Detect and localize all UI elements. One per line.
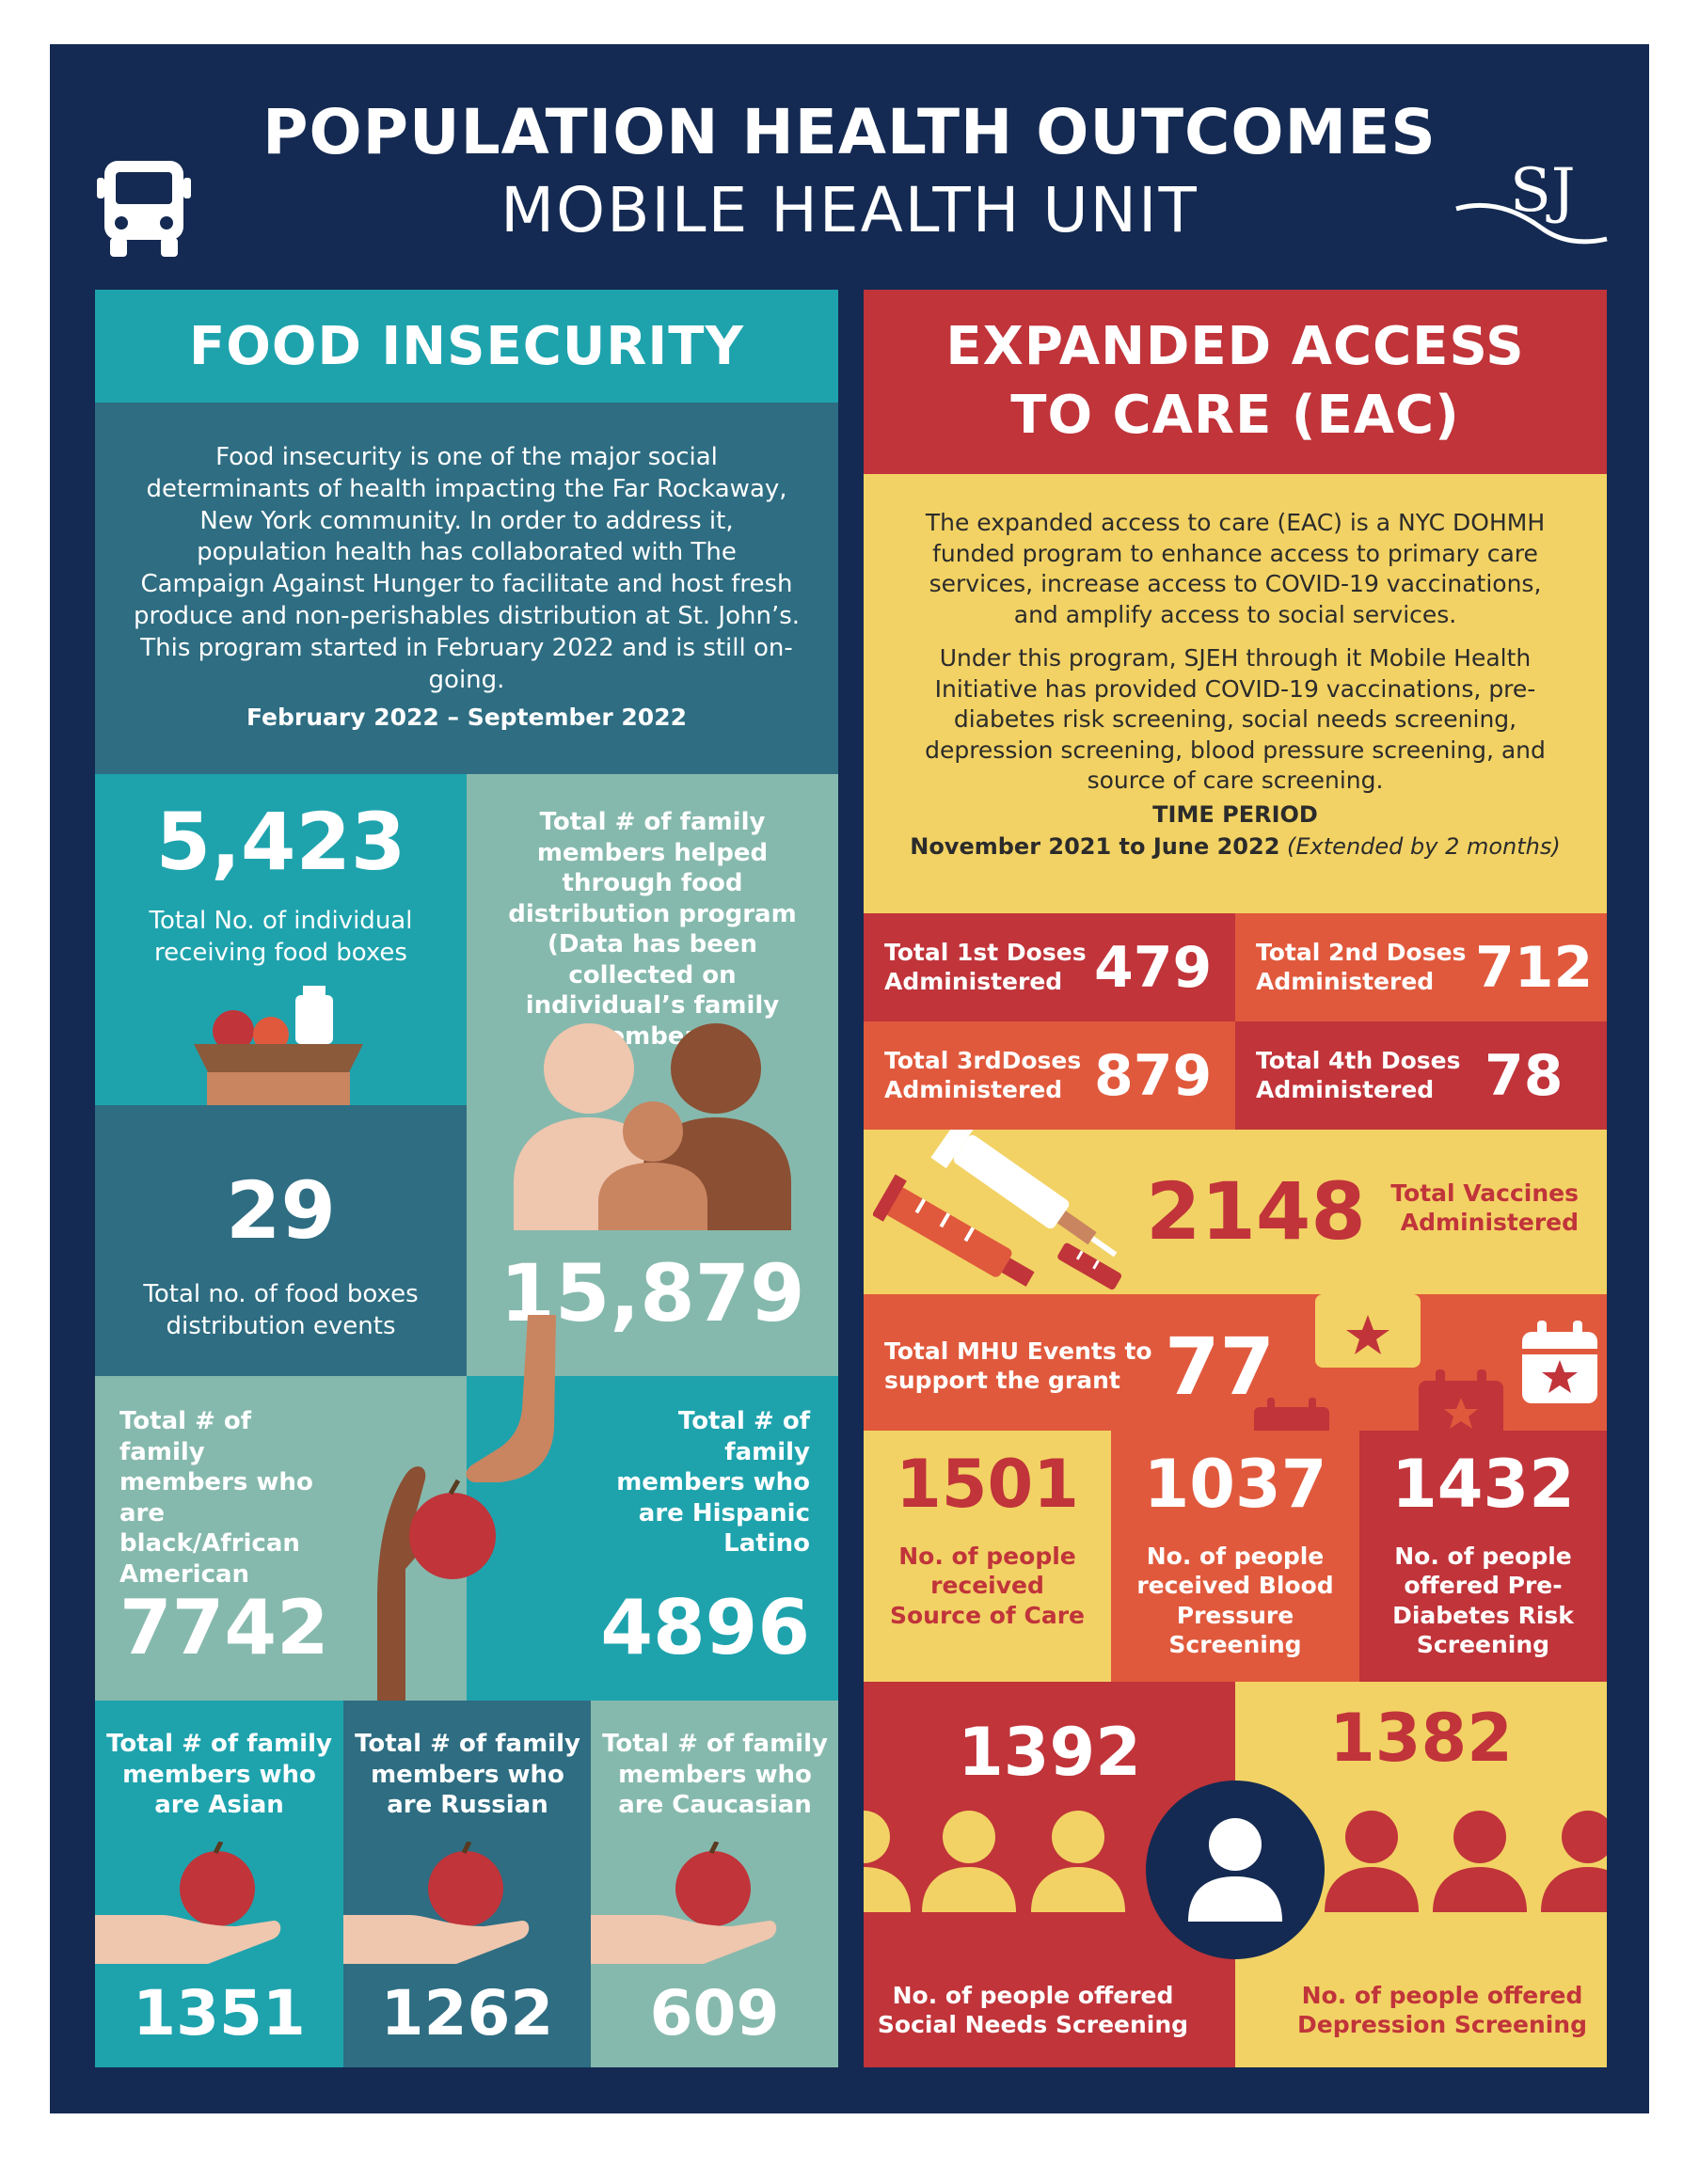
- vaccines-tile: 2148 Total Vaccines Administered: [864, 1114, 1607, 1294]
- individuals-label: Total No. of individual receiving food b…: [149, 907, 413, 967]
- dose3-value: 879: [1094, 1043, 1213, 1109]
- individuals-value: 5,423: [155, 796, 406, 888]
- calendar-star-icon-2: [1522, 1321, 1597, 1405]
- dose2-tile: Total 2nd Doses Administered 712: [1235, 913, 1607, 1021]
- eac-heading-line1: EXPANDED ACCESS: [945, 316, 1525, 378]
- calendar-star-icon: [1315, 1294, 1421, 1369]
- asian-value: 1351: [133, 1977, 306, 2049]
- bus-icon: [97, 157, 191, 261]
- dose4-tile: Total 4th Doses Administered 78: [1235, 1021, 1607, 1130]
- social-needs-value: 1392: [958, 1714, 1141, 1791]
- black-value: 7742: [119, 1584, 329, 1671]
- dose1-tile: Total 1st Doses Administered 479: [864, 913, 1235, 1021]
- depression-tile: 1382 No. of people offered Depression Sc…: [1235, 1682, 1635, 2067]
- family-icon: [514, 1023, 796, 1230]
- social-needs-label: No. of people offered Social Needs Scree…: [877, 1982, 1189, 2039]
- eac-heading-line2: TO CARE (EAC): [1010, 385, 1460, 446]
- depression-label: No. of people offered Depression Screeni…: [1296, 1982, 1588, 2039]
- depression-value: 1382: [1329, 1700, 1513, 1777]
- mhu-events-tile: Total MHU Events to support the grant 77: [864, 1294, 1607, 1437]
- asian-hand-apple-icon: [95, 1840, 283, 1964]
- family-helped-label: Total # of family members helped through…: [508, 808, 797, 1051]
- caucasian-label: Total # of family members who are Caucas…: [602, 1730, 828, 1819]
- eac-description-panel: The expanded access to care (EAC) is a N…: [864, 474, 1607, 913]
- russian-value: 1262: [380, 1977, 554, 2049]
- dose2-label: Total 2nd Doses Administered: [1256, 939, 1467, 996]
- dose1-label: Total 1st Doses Administered: [884, 939, 1087, 996]
- hands-apple-icon: [340, 1315, 594, 1701]
- individuals-tile: 5,423 Total No. of individual receiving …: [95, 774, 467, 1105]
- eac-section: EXPANDED ACCESS TO CARE (EAC) The expand…: [817, 290, 1635, 2067]
- calendar-icon-small: [1254, 1398, 1329, 1435]
- pre-diabetes-value: 1432: [1391, 1446, 1575, 1523]
- dose1-value: 479: [1094, 935, 1213, 1001]
- caucasian-value: 609: [649, 1977, 780, 2049]
- source-care-tile: 1501 No. of people received Source of Ca…: [864, 1431, 1111, 1682]
- dose4-value: 78: [1485, 1043, 1564, 1109]
- mhu-events-label: Total MHU Events to support the grant: [884, 1337, 1152, 1395]
- food-description-panel: Food insecurity is one of the major soci…: [95, 403, 838, 774]
- food-heading-band: FOOD INSECURITY: [95, 290, 838, 403]
- mhu-events-value: 77: [1165, 1321, 1275, 1413]
- blood-pressure-tile: 1037 No. of people received Blood Pressu…: [1111, 1431, 1359, 1682]
- caucasian-tile: Total # of family members who are Caucas…: [591, 1701, 838, 2067]
- hispanic-label: Total # of family members who are Hispan…: [616, 1407, 810, 1558]
- russian-label: Total # of family members who are Russia…: [355, 1730, 580, 1819]
- family-helped-tile: Total # of family members helped through…: [467, 774, 838, 1376]
- russian-tile: Total # of family members who are Russia…: [343, 1701, 591, 2067]
- eac-description1: The expanded access to care (EAC) is a N…: [925, 509, 1546, 628]
- black-label: Total # of family members who are black/…: [119, 1407, 313, 1589]
- dose4-label: Total 4th Doses Administered: [1256, 1047, 1461, 1104]
- eac-time-value: November 2021 to June 2022: [910, 833, 1280, 860]
- page-title: POPULATION HEALTH OUTCOMES: [262, 96, 1437, 168]
- sj-logo: SJ: [1452, 152, 1612, 256]
- page-subtitle: MOBILE HEALTH UNIT: [500, 174, 1199, 246]
- russian-hand-apple-icon: [343, 1840, 532, 1964]
- pre-diabetes-tile: 1432 No. of people offered Pre-Diabetes …: [1359, 1431, 1607, 1682]
- eac-heading-band: EXPANDED ACCESS TO CARE (EAC): [864, 290, 1607, 474]
- dose2-value: 712: [1475, 935, 1594, 1001]
- events-tile: 29 Total no. of food boxes distribution …: [95, 1105, 467, 1376]
- hispanic-value: 4896: [600, 1584, 810, 1671]
- pre-diabetes-label: No. of people offered Pre-Diabetes Risk …: [1392, 1543, 1574, 1658]
- infographic-card: POPULATION HEALTH OUTCOMES MOBILE HEALTH…: [50, 44, 1649, 2113]
- food-period: February 2022 – September 2022: [246, 704, 687, 731]
- events-label: Total no. of food boxes distribution eve…: [143, 1280, 419, 1340]
- blood-pressure-label: No. of people received Blood Pressure Sc…: [1136, 1543, 1334, 1658]
- people-icon-group-right: [1320, 1809, 1635, 1922]
- eac-description2: Under this program, SJEH through it Mobi…: [925, 644, 1546, 794]
- people-icon-group-left: [817, 1809, 1174, 1922]
- asian-label: Total # of family members who are Asian: [106, 1730, 332, 1819]
- black-tile: Total # of family members who are black/…: [95, 1376, 467, 1701]
- source-care-label: No. of people received Source of Care: [889, 1543, 1086, 1629]
- eac-time-row: November 2021 to June 2022 (Extended by …: [882, 833, 1588, 860]
- eac-time-note: (Extended by 2 months): [1287, 833, 1561, 860]
- food-description: Food insecurity is one of the major soci…: [133, 443, 801, 694]
- syringe-icon-secondary: [1052, 1242, 1136, 1294]
- dose3-tile: Total 3rdDoses Administered 879: [864, 1021, 1235, 1130]
- person-circle-icon: [1146, 1780, 1325, 1959]
- eac-time-label: TIME PERIOD: [1152, 801, 1318, 828]
- vaccines-value: 2148: [1146, 1165, 1366, 1258]
- caucasian-hand-apple-icon: [591, 1840, 779, 1964]
- food-box-icon: [184, 986, 373, 1105]
- asian-tile: Total # of family members who are Asian …: [95, 1701, 343, 2067]
- events-value: 29: [226, 1164, 336, 1257]
- food-heading: FOOD INSECURITY: [188, 315, 744, 377]
- dose3-label: Total 3rdDoses Administered: [884, 1047, 1082, 1104]
- food-section: FOOD INSECURITY Food insecurity is one o…: [95, 290, 838, 2067]
- source-care-value: 1501: [896, 1446, 1079, 1523]
- blood-pressure-value: 1037: [1143, 1446, 1327, 1523]
- syringe-icon: [871, 1114, 1136, 1294]
- calendar-star-icon-3: [1419, 1369, 1503, 1437]
- vaccines-label: Total Vaccines Administered: [1390, 1179, 1579, 1237]
